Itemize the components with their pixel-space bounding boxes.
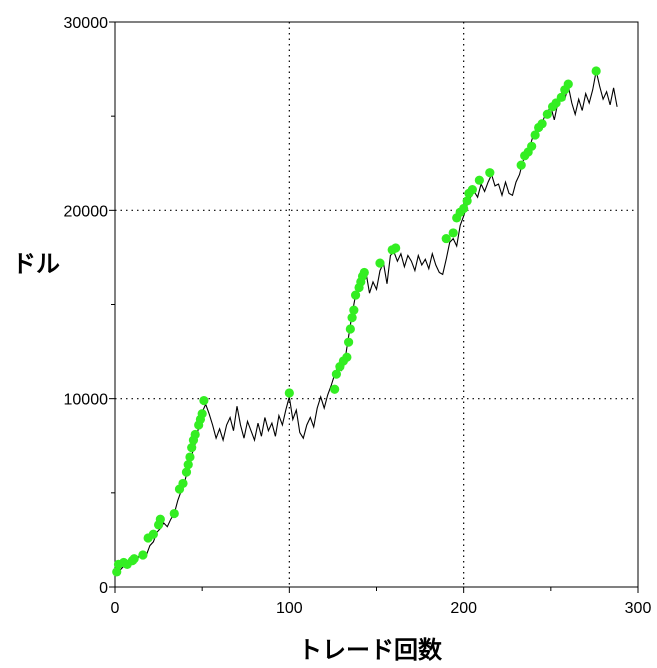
new-high-point (391, 243, 401, 253)
new-high-point (349, 305, 359, 315)
new-high-point (516, 160, 526, 170)
new-high-point (542, 109, 552, 119)
new-high-point (138, 550, 148, 560)
new-high-point (190, 429, 200, 440)
new-high-point (342, 352, 352, 362)
new-high-point (530, 130, 540, 140)
new-high-point (148, 529, 158, 539)
x-tick-label: 0 (111, 600, 120, 617)
new-high-point (129, 554, 139, 564)
new-high-point (330, 384, 340, 394)
new-high-point (155, 514, 165, 524)
new-high-point (537, 119, 547, 129)
new-high-point (178, 478, 188, 489)
new-high-point (474, 175, 484, 185)
x-tick-label: 300 (625, 600, 652, 617)
new-high-point (331, 369, 342, 379)
new-high-point (462, 196, 472, 206)
new-high-point (183, 459, 193, 470)
y-tick-label: 20000 (64, 203, 109, 220)
new-high-point (169, 508, 179, 519)
new-high-markers (112, 66, 601, 577)
new-high-point (448, 228, 458, 238)
new-high-point (591, 66, 601, 76)
y-tick-label: 10000 (64, 392, 109, 409)
x-tick-label: 200 (450, 600, 477, 617)
new-high-point (181, 467, 192, 477)
new-high-point (197, 409, 207, 419)
new-high-point (441, 233, 451, 244)
new-high-point (345, 324, 355, 334)
new-high-point (563, 79, 573, 89)
y-axis: 0 10000 20000 30000 (64, 15, 115, 597)
y-tick-label: 0 (99, 580, 108, 597)
new-high-point (344, 337, 354, 347)
new-high-point (527, 141, 537, 151)
new-high-point (350, 290, 361, 300)
new-high-point (112, 567, 122, 577)
new-high-point (199, 395, 209, 406)
x-axis-title: トレード回数 (298, 636, 443, 664)
new-high-point (187, 443, 197, 453)
new-high-point (284, 388, 294, 398)
y-axis-title: ドル (12, 250, 60, 278)
plot-frame (114, 21, 639, 588)
x-tick-label: 100 (276, 600, 303, 617)
new-high-point (375, 258, 385, 268)
new-high-point (485, 168, 495, 178)
new-high-point (459, 203, 469, 214)
y-tick-label: 30000 (64, 15, 109, 32)
new-high-point (185, 452, 195, 462)
gridlines (115, 22, 638, 587)
equity-line (114, 70, 618, 577)
new-high-point (359, 267, 369, 278)
new-high-point (556, 92, 566, 102)
new-high-point (347, 313, 357, 323)
x-axis: 0 100 200 300 (111, 587, 652, 617)
new-high-point (467, 185, 477, 195)
